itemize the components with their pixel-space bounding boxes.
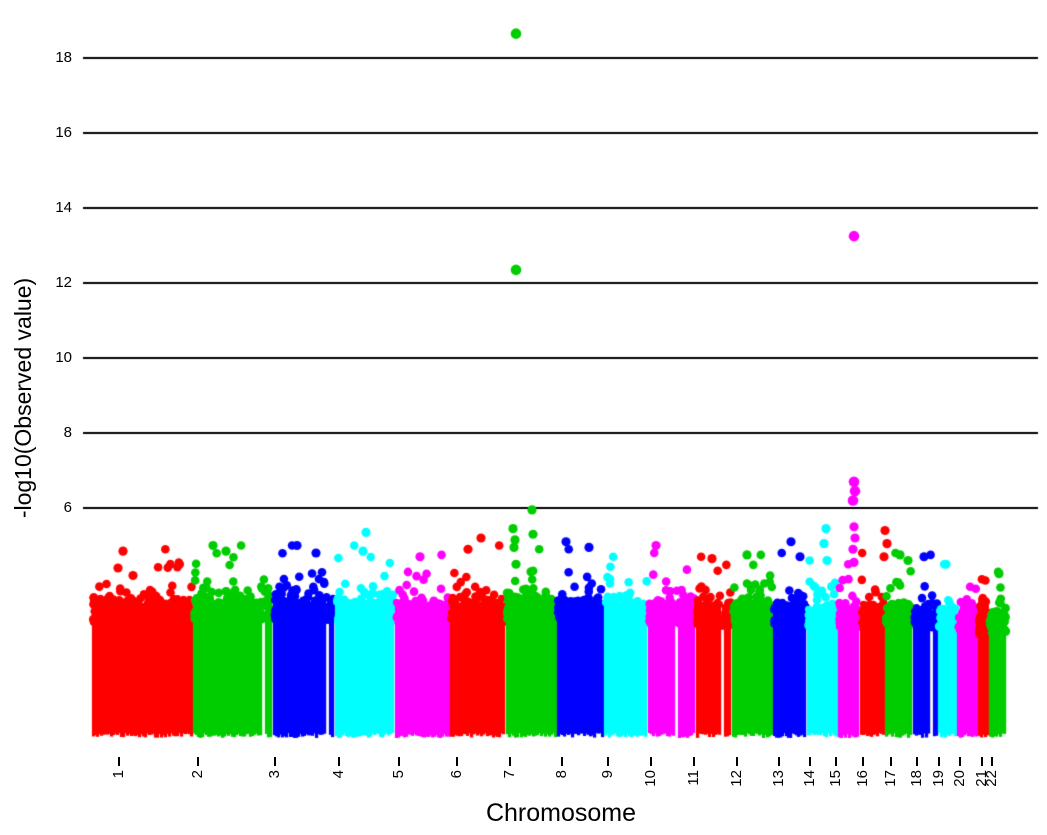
y-tick-label-12: 12 [55, 274, 72, 291]
x-tick-mark-2 [197, 757, 199, 766]
x-tick-label-16: 16 [854, 770, 871, 787]
x-tick-label-1: 1 [110, 770, 127, 779]
y-tick-label-14: 14 [55, 199, 72, 216]
x-tick-label-7: 7 [501, 770, 518, 779]
x-tick-label-3: 3 [266, 770, 283, 779]
x-tick-mark-1 [118, 757, 120, 766]
x-tick-mark-13 [778, 757, 780, 766]
x-tick-label-14: 14 [801, 770, 818, 787]
x-tick-mark-5 [398, 757, 400, 766]
x-tick-label-12: 12 [728, 770, 745, 787]
x-axis-title: Chromosome [485, 799, 637, 827]
x-tick-label-4: 4 [330, 770, 347, 779]
x-tick-label-18: 18 [908, 770, 925, 787]
x-tick-label-15: 15 [827, 770, 844, 787]
y-tick-label-16: 16 [55, 124, 72, 141]
x-tick-label-5: 5 [390, 770, 407, 779]
x-tick-mark-9 [607, 757, 609, 766]
x-tick-mark-6 [456, 757, 458, 766]
x-tick-label-6: 6 [448, 770, 465, 779]
x-tick-mark-4 [338, 757, 340, 766]
y-tick-label-8: 8 [63, 424, 72, 441]
x-tick-mark-14 [809, 757, 811, 766]
x-tick-label-17: 17 [882, 770, 899, 787]
x-tick-mark-7 [509, 757, 511, 766]
x-tick-mark-20 [959, 757, 961, 766]
x-tick-mark-15 [835, 757, 837, 766]
x-tick-label-22: 22 [983, 770, 1000, 787]
x-tick-mark-3 [274, 757, 276, 766]
x-tick-mark-19 [938, 757, 940, 766]
x-tick-mark-21 [981, 757, 983, 766]
x-tick-label-20: 20 [951, 770, 968, 787]
x-tick-mark-22 [991, 757, 993, 766]
x-tick-label-8: 8 [553, 770, 570, 779]
x-tick-mark-16 [862, 757, 864, 766]
x-tick-mark-10 [650, 757, 652, 766]
x-tick-mark-12 [736, 757, 738, 766]
x-tick-label-11: 11 [685, 770, 702, 786]
x-tick-label-13: 13 [770, 770, 787, 787]
x-tick-label-19: 19 [930, 770, 947, 787]
x-tick-label-9: 9 [599, 770, 616, 779]
x-tick-mark-17 [890, 757, 892, 766]
x-tick-mark-8 [561, 757, 563, 766]
x-tick-mark-11 [693, 757, 695, 766]
y-tick-label-6: 6 [63, 499, 72, 516]
y-tick-label-10: 10 [55, 349, 72, 366]
x-tick-mark-18 [916, 757, 918, 766]
x-tick-label-2: 2 [189, 770, 206, 779]
x-tick-label-10: 10 [642, 770, 659, 787]
y-tick-label-18: 18 [55, 49, 72, 66]
